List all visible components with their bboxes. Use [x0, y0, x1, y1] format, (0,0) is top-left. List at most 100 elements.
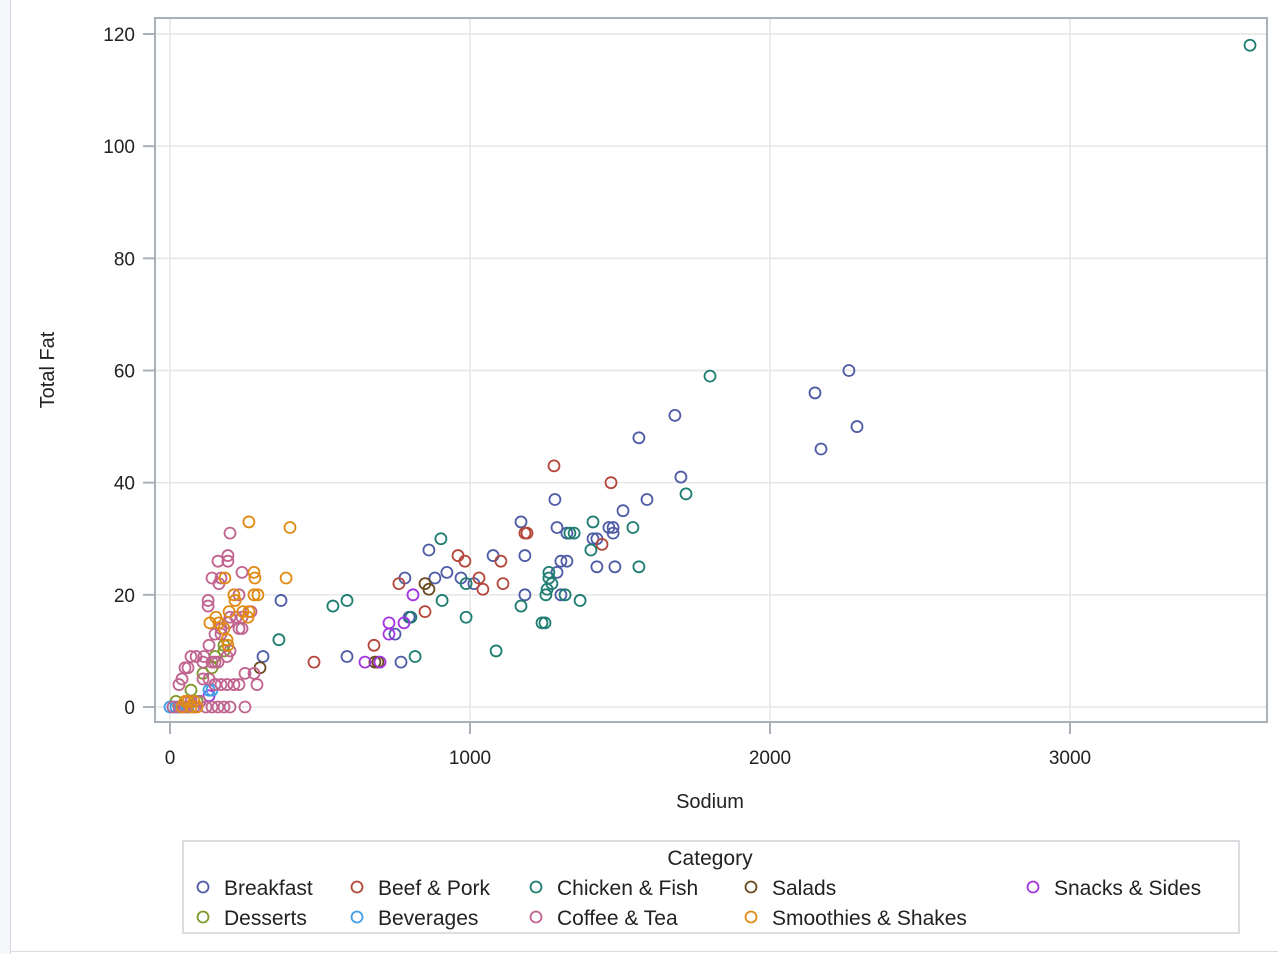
y-tick-label: 100 [103, 137, 135, 158]
data-point [172, 678, 186, 691]
legend-item-label: Coffee & Tea [557, 907, 678, 930]
data-point [850, 420, 864, 433]
data-point [242, 515, 256, 529]
data-point [567, 526, 581, 540]
data-point [340, 594, 354, 607]
data-point [228, 594, 242, 607]
data-point [518, 549, 532, 562]
data-point [251, 588, 265, 602]
series-chicken-fish [272, 38, 1257, 663]
data-point [227, 588, 241, 602]
data-point [640, 493, 654, 506]
data-point [394, 655, 408, 669]
legend-item-label: Salads [772, 877, 836, 900]
legend-marker-icon [350, 880, 364, 894]
data-point [358, 655, 372, 669]
data-point [554, 554, 568, 568]
axis-ticks: 0 20 40 60 80 100 120 0 1000 2000 3000 [103, 25, 1091, 769]
data-point [626, 521, 640, 534]
data-point [458, 554, 472, 568]
data-point [472, 571, 486, 585]
data-point [606, 526, 620, 540]
data-point [203, 616, 217, 630]
legend-marker-icon [744, 880, 758, 894]
data-point [408, 650, 422, 663]
data-point [422, 582, 436, 596]
legend-item-label: Snacks & Sides [1054, 877, 1201, 900]
data-point [221, 638, 235, 652]
data-point [248, 571, 262, 585]
data-point [679, 487, 693, 501]
data-point [392, 577, 406, 591]
legend-box [182, 840, 1240, 934]
data-point [422, 543, 436, 557]
data-point [554, 588, 568, 602]
data-point [238, 700, 252, 714]
data-point [440, 566, 454, 579]
data-point [208, 627, 222, 641]
data-point [1243, 38, 1257, 52]
data-point [604, 476, 618, 490]
data-point [406, 588, 420, 602]
data-point [256, 650, 270, 663]
data-point [606, 521, 620, 534]
data-point [590, 560, 604, 574]
data-point [608, 560, 622, 574]
data-point [242, 605, 256, 619]
data-point [211, 700, 225, 714]
data-point [520, 526, 534, 540]
data-point [367, 638, 381, 652]
data-point [814, 442, 828, 456]
data-point [668, 408, 682, 422]
data-point [220, 678, 234, 691]
data-point [632, 431, 646, 445]
data-point [274, 594, 288, 607]
legend-marker-icon [529, 910, 543, 924]
legend-marker-icon [350, 910, 364, 924]
data-point [496, 577, 510, 591]
data-point [842, 364, 856, 377]
data-point [616, 504, 630, 518]
series-smoothies-shakes [175, 515, 297, 714]
data-point [459, 577, 473, 591]
data-point [548, 493, 562, 506]
legend-item-label: Beverages [378, 907, 478, 930]
data-points [163, 38, 1257, 714]
data-point [545, 577, 559, 591]
data-point [584, 543, 598, 557]
data-point [220, 633, 234, 647]
data-point [221, 554, 235, 568]
data-point [279, 571, 293, 585]
bottom-border [10, 951, 1278, 952]
data-point [418, 605, 432, 619]
data-point [227, 678, 241, 691]
data-point [538, 616, 552, 630]
data-point [476, 582, 490, 596]
data-point [632, 560, 646, 574]
data-point [218, 571, 232, 585]
data-point [217, 700, 231, 714]
data-point [223, 526, 237, 540]
data-point [283, 521, 297, 534]
legend-item-label: Beef & Pork [378, 877, 491, 900]
y-tick-label: 0 [124, 698, 135, 719]
data-point [190, 700, 204, 714]
data-point [211, 554, 225, 568]
data-point [558, 588, 572, 602]
data-point [205, 571, 219, 585]
data-point [247, 588, 261, 602]
data-point [486, 549, 500, 562]
y-axis-label: Total Fat [37, 331, 59, 408]
data-point [189, 650, 203, 663]
data-point [307, 655, 321, 669]
data-point [560, 554, 574, 568]
legend-item-label: Breakfast [224, 877, 313, 900]
y-tick-label: 20 [114, 586, 135, 607]
data-point [166, 700, 180, 714]
data-point [222, 605, 236, 619]
legend-title: Category [667, 847, 753, 870]
data-point [514, 599, 528, 613]
x-tick-label: 2000 [749, 748, 791, 769]
data-point [808, 386, 822, 400]
data-point [539, 588, 553, 602]
